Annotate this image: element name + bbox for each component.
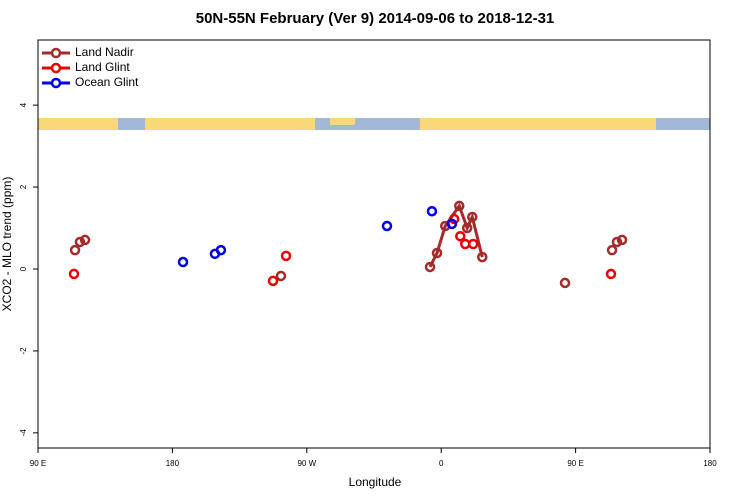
plot-frame [37, 39, 711, 449]
data-point [426, 205, 438, 217]
x-tick-label: 180 [703, 459, 717, 468]
series-line [428, 202, 484, 268]
data-point [461, 222, 473, 234]
data-point [454, 200, 465, 212]
x-tick-label: 180 [166, 459, 180, 468]
data-point [467, 211, 478, 223]
y-tick-label: -2 [19, 347, 28, 355]
y-axis-label: XCO2 - MLO trend (ppm) [0, 177, 14, 312]
data-point [431, 247, 443, 259]
data-point [69, 244, 81, 256]
data-point [611, 236, 623, 248]
data-point [559, 277, 571, 289]
data-point [606, 244, 618, 256]
data-point [616, 234, 628, 246]
y-tick-label: -4 [19, 429, 28, 437]
y-tick-label: 2 [19, 184, 28, 189]
data-point [381, 220, 393, 232]
legend-marker [50, 62, 62, 74]
data-point [68, 268, 80, 280]
data-point [267, 275, 279, 287]
map-strip [38, 118, 710, 130]
x-tick-label: 90 W [297, 459, 316, 468]
x-tick-label: 90 E [567, 459, 583, 468]
y-tick-label: 0 [19, 266, 28, 271]
data-point [605, 268, 617, 280]
chart-title: 50N-55N February (Ver 9) 2014-09-06 to 2… [196, 10, 555, 27]
data-point [467, 238, 479, 250]
data-point [280, 250, 292, 262]
data-point [177, 256, 189, 268]
x-tick-label: 90 E [30, 459, 46, 468]
data-point [424, 261, 436, 273]
data-point [455, 230, 466, 242]
data-point [275, 270, 287, 282]
legend-label: Land Nadir [75, 45, 134, 59]
data-point [215, 244, 227, 256]
legend-label: Land Glint [75, 60, 130, 74]
x-axis-label: Longitude [349, 475, 402, 489]
legend-marker [50, 47, 62, 59]
data-point [79, 234, 91, 246]
data-point [74, 236, 86, 248]
y-tick-label: 4 [19, 102, 28, 107]
data-point [477, 251, 488, 263]
legend-label: Ocean Glint [75, 75, 139, 89]
legend-marker [50, 77, 62, 89]
x-tick-label: 0 [439, 459, 444, 468]
data-point [446, 218, 458, 230]
